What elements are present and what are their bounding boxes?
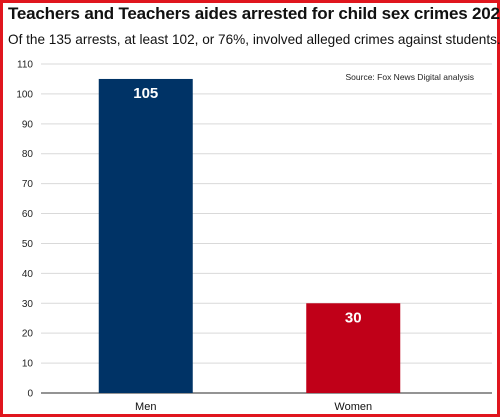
x-tick-label: Women [334,401,372,413]
x-tick-label: Men [135,401,156,413]
source-note: Source: Fox News Digital analysis [346,72,475,82]
y-tick-label: 10 [22,359,34,370]
y-tick-label: 60 [22,209,34,220]
y-tick-label: 110 [17,60,33,71]
chart-subtitle: Of the 135 arrests, at least 102, or 76%… [8,32,500,47]
chart-title: Teachers and Teachers aides arrested for… [8,4,500,23]
data-label: 105 [133,85,158,102]
y-tick-label: 0 [27,389,33,400]
y-tick-label: 90 [22,119,34,130]
bar-women [306,303,401,393]
y-tick-label: 40 [22,269,34,280]
y-tick-label: 100 [16,89,33,100]
y-tick-label: 50 [22,239,34,250]
x-axis-ticks: Men Women [135,401,372,413]
y-tick-label: 80 [22,149,34,160]
y-tick-label: 20 [22,329,34,340]
data-label: 30 [345,309,362,326]
y-tick-label: 30 [22,299,34,310]
bars [98,78,401,394]
y-tick-label: 70 [22,179,34,190]
bar-men [98,78,193,394]
y-axis-ticks: 0 10 20 30 40 50 60 70 80 90 100 110 [16,60,33,400]
data-labels: 105 30 [133,85,361,326]
